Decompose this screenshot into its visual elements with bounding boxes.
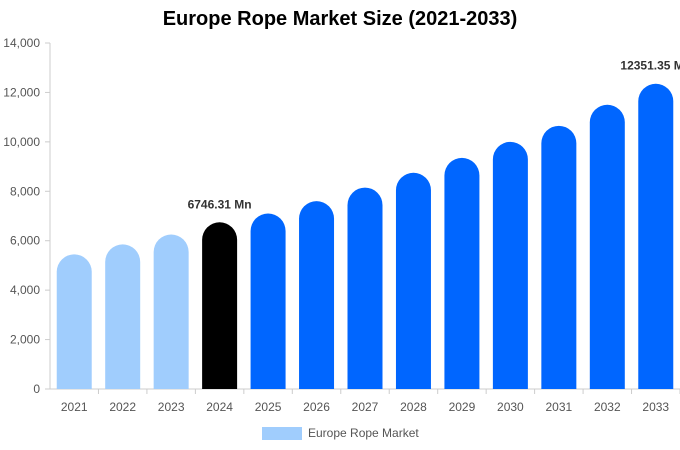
bar-2028 bbox=[395, 172, 431, 389]
x-tick-label-2031: 2031 bbox=[545, 400, 572, 414]
bar-2027 bbox=[347, 187, 383, 389]
bar-2032 bbox=[589, 104, 625, 390]
y-tick-label: 8,000 bbox=[10, 184, 40, 198]
x-tick-label-2024: 2024 bbox=[206, 400, 233, 414]
y-tick-label: 6,000 bbox=[10, 234, 40, 248]
data-label-2033: 12351.35 Mn bbox=[620, 59, 680, 73]
x-tick-label-2026: 2026 bbox=[303, 400, 330, 414]
bar-2024 bbox=[202, 222, 238, 389]
data-label-2024: 6746.31 Mn bbox=[188, 197, 252, 211]
x-tick-label-2022: 2022 bbox=[109, 400, 136, 414]
bar-2031 bbox=[541, 125, 577, 390]
chart-title: Europe Rope Market Size (2021-2033) bbox=[162, 8, 518, 30]
x-tick-label-2033: 2033 bbox=[642, 400, 669, 414]
y-tick-label: 14,000 bbox=[3, 36, 40, 50]
legend[interactable]: Europe Rope Market bbox=[262, 426, 419, 440]
legend-swatch bbox=[262, 426, 302, 440]
x-tick-label-2029: 2029 bbox=[449, 400, 476, 414]
x-tick-label-2032: 2032 bbox=[594, 400, 621, 414]
x-tick-label-2025: 2025 bbox=[255, 400, 282, 414]
y-tick-label: 2,000 bbox=[10, 333, 40, 347]
x-tick-label-2030: 2030 bbox=[497, 400, 524, 414]
bar-2025 bbox=[250, 213, 286, 389]
x-tick-label-2023: 2023 bbox=[158, 400, 185, 414]
bar-2033 bbox=[638, 83, 674, 389]
x-tick-label-2021: 2021 bbox=[61, 400, 88, 414]
x-tick-label-2027: 2027 bbox=[352, 400, 379, 414]
bar-2022 bbox=[105, 244, 141, 389]
x-tick-label-2028: 2028 bbox=[400, 400, 427, 414]
y-tick-label: 10,000 bbox=[3, 135, 40, 149]
bar-2026 bbox=[299, 201, 335, 389]
y-tick-label: 12,000 bbox=[3, 85, 40, 99]
legend-label: Europe Rope Market bbox=[308, 426, 419, 440]
y-tick-label: 4,000 bbox=[10, 283, 40, 297]
bar-2029 bbox=[444, 157, 480, 389]
bar-2030 bbox=[492, 141, 528, 389]
bar-2023 bbox=[153, 234, 189, 389]
y-tick-label: 0 bbox=[33, 382, 40, 396]
bar-2021 bbox=[56, 254, 92, 389]
